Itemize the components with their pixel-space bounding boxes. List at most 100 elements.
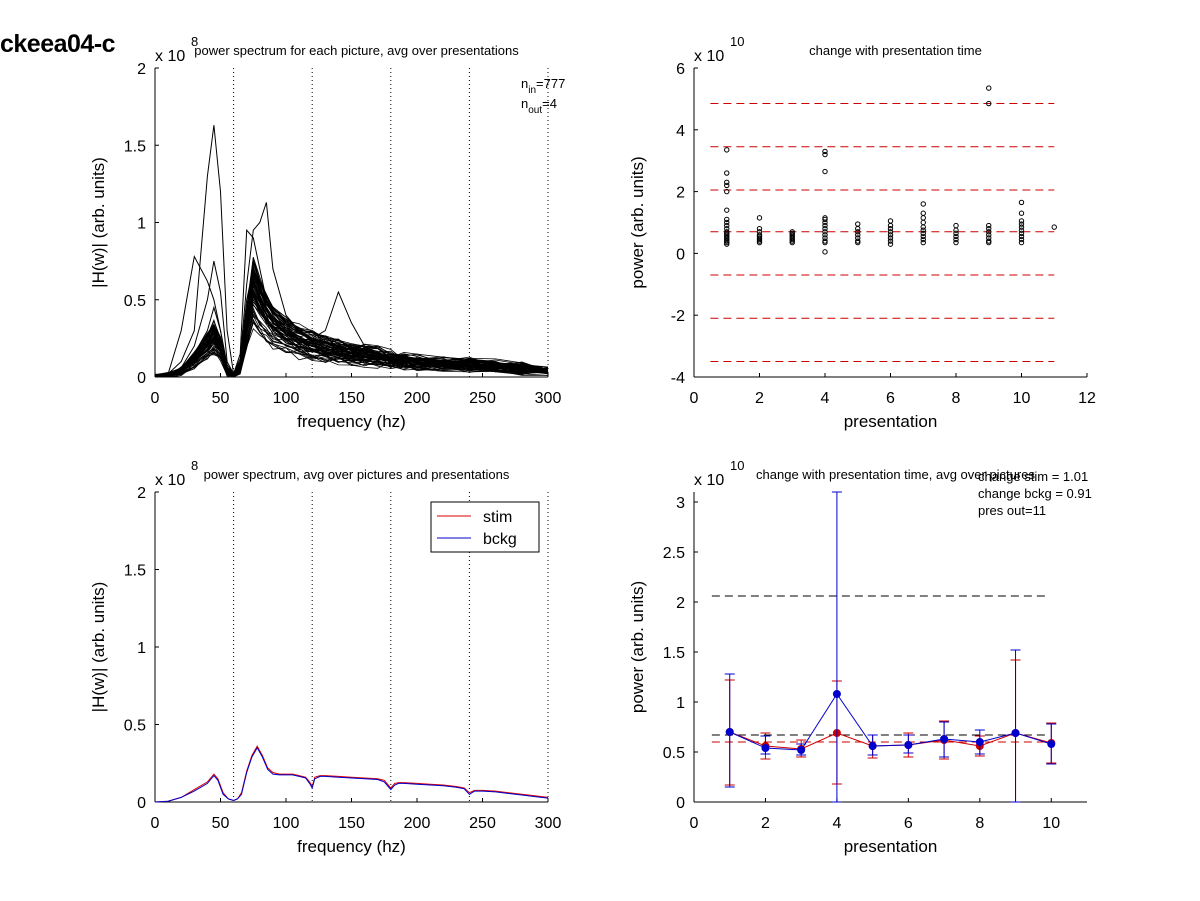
scatter-point — [920, 210, 926, 216]
br-x-tick-label: 10 — [1042, 815, 1060, 832]
scatter-point — [724, 188, 730, 195]
br-y-axis-label: power (arb. units) — [628, 581, 647, 713]
bl-x-tick-label: 200 — [404, 815, 431, 832]
bl-y-tick-label: 1.5 — [124, 563, 146, 580]
bl-y-tick-label: 0.5 — [124, 718, 146, 735]
spectrum-outlier-trace — [154, 228, 549, 378]
tr-x-tick-label: 10 — [1013, 390, 1031, 407]
br-x-tick-label: 0 — [690, 815, 699, 832]
scatter-point — [920, 239, 926, 246]
scatter-point — [822, 215, 828, 221]
data-point-bckg — [832, 690, 841, 698]
br-y-tick-label: 2 — [676, 595, 685, 612]
data-point-bckg — [904, 741, 913, 749]
change-note: change stim = 1.01 — [978, 469, 1088, 484]
br-x-axis-label: presentation — [844, 837, 938, 856]
chart-change-avg-over-pictures: 0 2 4 6 8 10 0 0.5 1 1.5 2 2.5 3 presentation power (a… — [628, 458, 1092, 856]
change-note: change bckg = 0.91 — [978, 486, 1092, 501]
spectrum-trace — [154, 270, 549, 378]
scatter-point — [822, 225, 828, 232]
tr-exponent: x 10 — [694, 48, 724, 65]
scatter-point — [855, 238, 861, 244]
br-x-tick-label: 2 — [761, 815, 770, 832]
tr-y-tick-label: 2 — [676, 185, 685, 202]
series-line-bckg — [729, 693, 1052, 751]
bl-x-tick-label: 150 — [338, 815, 365, 832]
data-point-bckg — [1047, 740, 1056, 748]
scatter-point — [1018, 224, 1025, 230]
br-x-tick-label: 8 — [975, 815, 984, 832]
tr-y-tick-label: 4 — [676, 123, 685, 140]
scatter-point — [756, 225, 763, 232]
scatter-point — [1018, 210, 1025, 216]
spectrum-trace — [154, 270, 549, 378]
scatter-point — [724, 225, 730, 232]
br-exponent: x 10 — [694, 472, 724, 489]
scatter-point — [887, 238, 894, 244]
br-x-tick-label: 6 — [904, 815, 913, 832]
tl-x-tick-label: 200 — [404, 390, 431, 407]
bl-y-axis-label: |H(w)| (arb. units) — [89, 582, 108, 713]
br-y-tick-label: 1 — [676, 695, 685, 712]
scatter-point — [1018, 233, 1025, 240]
scatter-point — [887, 229, 894, 235]
tl-title: power spectrum for each picture, avg ove… — [194, 43, 519, 58]
scatter-point — [822, 232, 828, 238]
br-y-tick-label: 0.5 — [663, 745, 685, 762]
tr-x-tick-label: 8 — [952, 390, 961, 407]
scatter-point — [756, 215, 763, 221]
scatter-point — [986, 222, 992, 229]
spectrum-trace — [154, 301, 549, 378]
scatter-point — [953, 222, 959, 229]
tr-y-tick-label: 6 — [676, 61, 685, 78]
scatter-point — [920, 236, 926, 243]
chart-change-with-presentation-time: 0 2 4 6 8 10 12 -4 -2 0 2 4 6 presentation power (arb.… — [628, 34, 1096, 431]
scatter-point — [822, 249, 828, 255]
scatter-point — [920, 227, 926, 233]
change-note: pres out=11 — [978, 503, 1046, 518]
br-y-tick-label: 3 — [676, 495, 685, 512]
tr-x-axis-label: presentation — [844, 412, 938, 431]
data-point-bckg — [1011, 729, 1020, 737]
scatter-point — [887, 218, 894, 224]
tr-title: change with presentation time — [809, 43, 982, 58]
scatter-point — [986, 229, 992, 235]
tr-x-tick-label: 12 — [1078, 390, 1096, 407]
scatter-point — [855, 232, 861, 238]
data-point-bckg — [940, 735, 949, 743]
scatter-point — [953, 236, 959, 243]
br-title: change with presentation time, avg over … — [756, 467, 1035, 482]
scatter-point — [887, 235, 894, 241]
tr-x-tick-label: 0 — [690, 390, 699, 407]
scatter-point — [724, 229, 730, 235]
scatter-point — [822, 148, 828, 155]
tr-y-axis-label: power (arb. units) — [628, 156, 647, 288]
bl-x-tick-label: 0 — [151, 815, 160, 832]
data-point-bckg — [725, 728, 734, 736]
scatter-point — [724, 179, 730, 186]
scatter-point — [986, 85, 992, 91]
tl-x-tick-label: 150 — [338, 390, 365, 407]
tl-y-tick-label: 0 — [137, 370, 146, 387]
figure-title: ckeea04-c — [0, 30, 116, 58]
sample-count-annotation: nout=4 — [521, 96, 557, 116]
bl-x-tick-label: 250 — [469, 815, 496, 832]
scatter-point — [724, 170, 730, 176]
tl-x-tick-label: 100 — [273, 390, 300, 407]
scatter-point — [986, 232, 992, 238]
data-point-bckg — [868, 742, 877, 750]
br-y-tick-label: 0 — [676, 795, 685, 812]
br-exponent-power: 10 — [730, 458, 744, 473]
scatter-point — [887, 222, 894, 229]
scatter-point — [953, 230, 959, 237]
tr-x-tick-label: 2 — [755, 390, 764, 407]
scatter-point — [1018, 239, 1025, 246]
spectrum-trace — [154, 278, 549, 378]
scatter-point — [953, 227, 959, 233]
legend-label-stim: stim — [483, 509, 512, 526]
scatter-point — [1018, 230, 1025, 237]
scatter-point — [724, 207, 730, 213]
chart-power-spectrum-each-picture: 0 50 100 150 200 250 300 0 0.5 1 1.5 2 frequency (hz… — [89, 34, 565, 431]
tr-x-tick-label: 4 — [821, 390, 830, 407]
scatter-point — [724, 182, 730, 189]
